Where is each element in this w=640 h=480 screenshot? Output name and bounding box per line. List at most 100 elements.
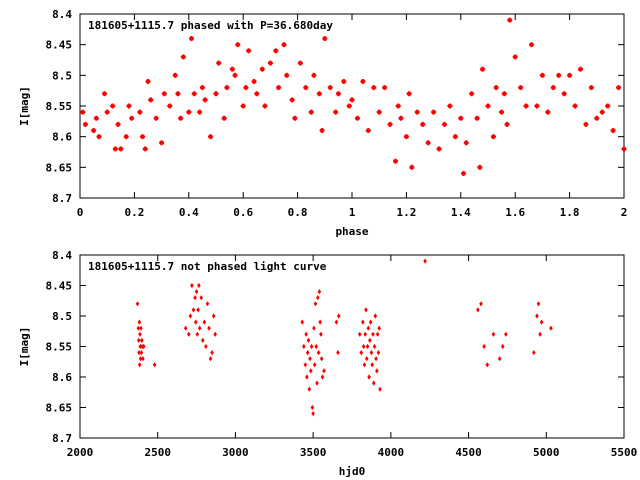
data-point — [213, 331, 218, 337]
y-tick-label: 8.6 — [52, 131, 72, 144]
x-tick-label: 5000 — [533, 446, 560, 459]
y-tick-label: 8.4 — [52, 249, 72, 262]
data-point — [126, 103, 132, 109]
data-point — [610, 128, 616, 134]
data-point — [267, 60, 273, 66]
data-point — [202, 97, 208, 103]
data-point — [469, 91, 475, 97]
x-tick-label: 1.8 — [560, 206, 580, 219]
data-point — [136, 325, 141, 331]
plot-title: 181605+1115.7 phased with P=36.680day — [88, 19, 333, 32]
data-point — [319, 128, 325, 134]
data-point — [368, 319, 373, 325]
data-point — [292, 115, 298, 121]
y-tick-label: 8.5 — [52, 69, 72, 82]
data-point — [104, 109, 110, 115]
data-point — [539, 72, 545, 78]
data-point — [365, 128, 371, 134]
data-point — [583, 121, 589, 127]
data-point — [188, 313, 193, 319]
data-point — [414, 109, 420, 115]
data-point — [208, 356, 213, 362]
data-point — [500, 343, 505, 350]
data-point — [406, 91, 412, 97]
data-point — [80, 109, 86, 115]
y-tick-label: 8.45 — [46, 39, 73, 52]
data-point — [175, 91, 181, 97]
data-point — [193, 295, 197, 301]
data-point — [423, 258, 427, 264]
data-point — [211, 313, 216, 319]
data-point — [377, 325, 381, 331]
data-point — [476, 307, 480, 313]
plot-frame — [79, 254, 625, 439]
data-point — [370, 362, 375, 368]
data-point — [364, 307, 368, 313]
data-point — [371, 85, 377, 91]
data-point — [364, 356, 369, 362]
data-point — [374, 356, 378, 362]
data-point — [431, 109, 437, 115]
data-point — [493, 85, 499, 91]
y-tick-label: 8.7 — [52, 192, 72, 205]
data-point — [441, 121, 447, 127]
data-point — [320, 374, 325, 380]
data-points — [135, 258, 553, 417]
data-point — [273, 48, 279, 54]
data-point — [178, 115, 184, 121]
y-tick-label: 8.5 — [52, 310, 72, 323]
data-point — [567, 72, 573, 78]
y-tick-label: 8.55 — [46, 100, 73, 113]
data-point — [360, 78, 366, 84]
data-point — [387, 121, 393, 127]
data-point — [309, 343, 314, 350]
data-point — [376, 109, 382, 115]
data-point — [361, 343, 366, 350]
data-point — [136, 337, 141, 343]
data-point — [140, 134, 146, 140]
data-point — [367, 374, 371, 380]
data-point — [556, 72, 562, 78]
data-point — [336, 350, 340, 356]
data-point — [213, 91, 219, 97]
data-point — [303, 85, 309, 91]
data-point — [315, 380, 319, 386]
data-point — [335, 91, 341, 97]
data-point — [204, 343, 208, 350]
data-point — [240, 103, 246, 109]
data-point — [123, 134, 129, 140]
data-point — [200, 337, 205, 343]
data-point — [504, 121, 510, 127]
data-point — [224, 85, 230, 91]
x-tick-label: 0.2 — [124, 206, 144, 219]
x-tick-label: 3000 — [222, 446, 249, 459]
plot-frame — [79, 13, 625, 199]
data-point — [491, 331, 496, 337]
data-point — [368, 337, 372, 343]
data-point — [518, 85, 524, 91]
data-point — [137, 362, 142, 368]
data-point — [316, 91, 322, 97]
data-point — [159, 140, 165, 146]
data-point — [196, 307, 200, 313]
data-point — [318, 319, 322, 325]
data-point — [341, 78, 347, 84]
data-point — [523, 103, 529, 109]
data-point — [365, 343, 370, 350]
data-point — [199, 295, 204, 301]
data-point — [447, 103, 453, 109]
data-point — [300, 319, 305, 325]
data-point — [229, 66, 235, 72]
x-axis-title: phase — [335, 225, 368, 238]
data-point — [458, 115, 464, 121]
data-point — [594, 115, 600, 121]
data-point — [303, 362, 308, 368]
data-point — [208, 134, 214, 140]
data-point — [243, 85, 249, 91]
data-point — [276, 85, 282, 91]
data-point — [306, 337, 311, 343]
data-point — [376, 350, 381, 356]
x-axis-title: hjd0 — [339, 465, 366, 478]
data-point — [190, 282, 194, 289]
